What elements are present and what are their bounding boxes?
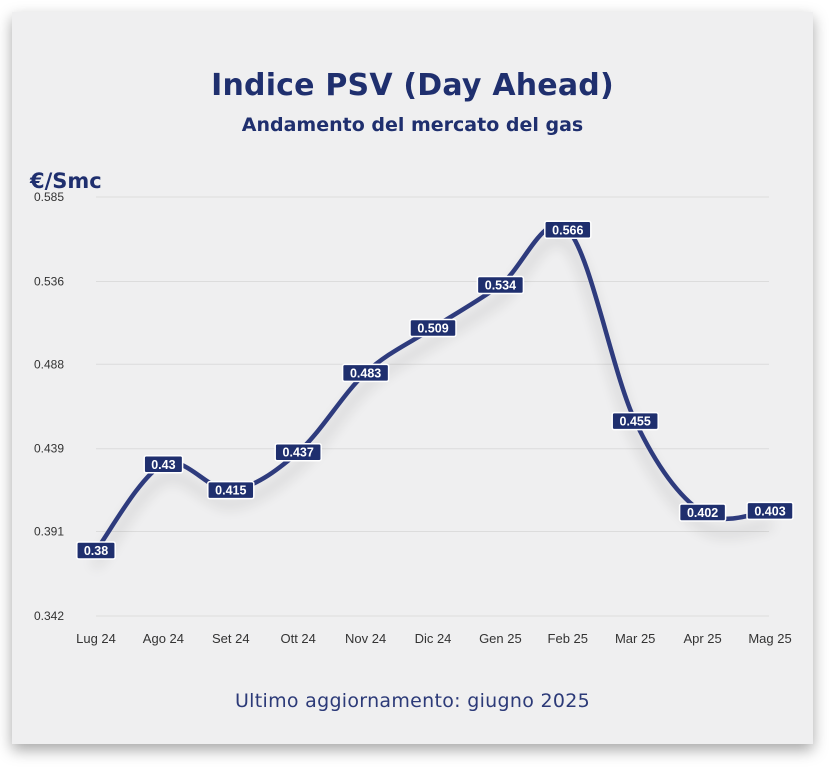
y-axis-ticks: 0.585 0.536 0.488 0.439 0.391 0.342 <box>34 190 64 623</box>
data-label-text: 0.415 <box>215 484 246 498</box>
data-label-text: 0.509 <box>417 322 448 336</box>
line-chart: 0.585 0.536 0.488 0.439 0.391 0.342 Lug 24 Ago… <box>34 190 794 646</box>
data-label: 0.43 <box>143 455 184 474</box>
x-tick-label: Lug 24 <box>76 631 116 646</box>
data-label-box <box>274 442 322 462</box>
data-label: 0.437 <box>274 442 322 462</box>
x-tick-label: Ago 24 <box>143 631 184 646</box>
x-tick-label: Ott 24 <box>280 631 315 646</box>
data-label: 0.534 <box>476 275 525 295</box>
data-label-box <box>76 541 116 560</box>
x-axis-ticks: Lug 24 Ago 24 Set 24 Ott 24 Nov 24 Dic 24 Gen … <box>76 631 792 646</box>
data-label-box <box>341 363 390 383</box>
x-tick-label: Mar 25 <box>615 631 655 646</box>
data-label: 0.566 <box>544 220 592 240</box>
data-label: 0.509 <box>409 318 457 338</box>
data-label-box <box>143 455 184 474</box>
data-label: 0.402 <box>678 503 727 522</box>
y-tick-label: 0.585 <box>34 190 64 204</box>
x-tick-label: Apr 25 <box>683 631 721 646</box>
y-tick-label: 0.439 <box>34 442 64 456</box>
series-line-group <box>93 222 773 553</box>
data-label-box <box>409 318 457 338</box>
data-label-text: 0.566 <box>552 223 583 237</box>
data-label-text: 0.534 <box>485 278 516 292</box>
x-tick-label: Set 24 <box>212 631 250 646</box>
data-label-box <box>678 503 727 522</box>
x-tick-label: Nov 24 <box>345 631 386 646</box>
last-update-note: Ultimo aggiornamento: giugno 2025 <box>234 690 591 712</box>
data-label-text: 0.402 <box>687 506 718 520</box>
series-line <box>93 222 773 553</box>
data-label: 0.415 <box>207 480 255 500</box>
data-label-box <box>476 275 525 295</box>
data-label-text: 0.483 <box>350 366 381 380</box>
data-label-box <box>746 501 794 521</box>
data-label-text: 0.455 <box>620 415 651 429</box>
data-label: 0.38 <box>76 541 116 560</box>
data-label-box <box>544 220 592 240</box>
x-tick-label: Feb 25 <box>548 631 588 646</box>
data-label-box <box>611 411 659 431</box>
y-tick-label: 0.342 <box>34 609 64 623</box>
data-label-text: 0.437 <box>283 446 314 460</box>
data-label-text: 0.403 <box>754 504 785 518</box>
chart-card: Indice PSV (Day Ahead) Andamento del mer… <box>12 12 813 744</box>
y-tick-label: 0.488 <box>34 357 64 371</box>
y-tick-label: 0.391 <box>34 525 64 539</box>
chart-title: Indice PSV (Day Ahead) <box>211 68 614 103</box>
x-tick-label: Dic 24 <box>415 631 452 646</box>
data-labels: 0.38 0.43 0.415 0.437 0.483 0.509 0.534 0.566 0.… <box>76 220 794 560</box>
data-label-text: 0.38 <box>84 544 108 558</box>
x-tick-label: Gen 25 <box>479 631 522 646</box>
chart-subtitle: Andamento del mercato del gas <box>241 114 584 136</box>
y-axis-unit-label: €/Smc <box>30 169 102 193</box>
data-label: 0.483 <box>341 363 390 383</box>
data-label-text: 0.43 <box>151 458 175 472</box>
y-tick-label: 0.536 <box>34 274 64 288</box>
data-label-box <box>207 480 255 500</box>
x-tick-label: Mag 25 <box>748 631 791 646</box>
grid-lines <box>96 196 769 617</box>
data-label: 0.403 <box>746 501 794 521</box>
data-label: 0.455 <box>611 411 659 431</box>
